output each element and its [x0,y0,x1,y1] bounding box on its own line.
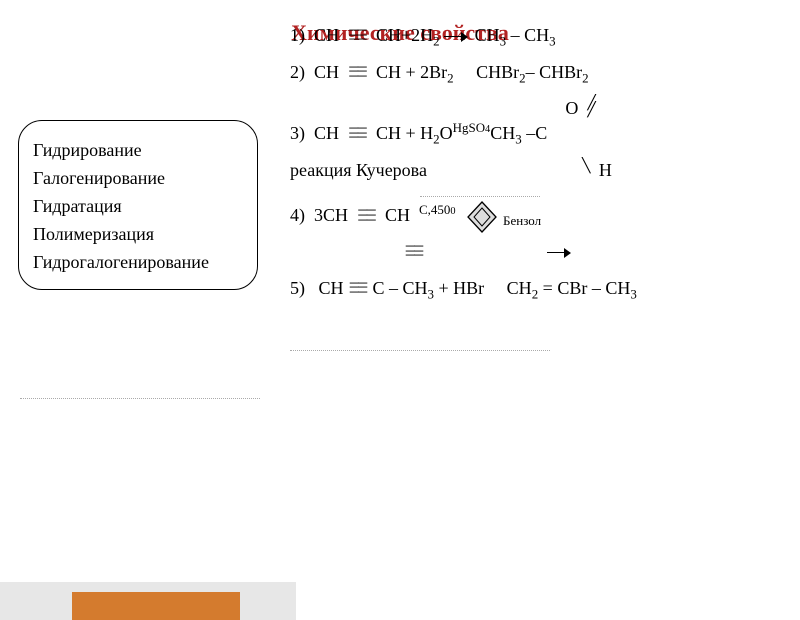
reaction-type-item: Галогенирование [33,165,243,193]
equations-block: 1) CH CH+2H2 CH3 – CH3 2) CH CH + 2Br2 C… [290,20,637,310]
subscript: 2 [447,70,453,85]
eq-text: CH + 2Br [376,62,447,82]
arrow-icon [547,247,573,259]
eq-number: 3) [290,123,305,143]
subscript: 2 [433,34,439,49]
eq-number: 4) [290,205,305,225]
eq-text: CH+2H [376,25,433,45]
dotted-rule [420,196,540,197]
eq-text: CH + H [376,123,433,143]
benzene-label: Бензол [503,213,541,228]
eq-text: C,450 [419,202,450,217]
eq-text: – CHBr [526,62,583,82]
equation-4: 4) 3CH CH C,4500 Бензол [290,199,637,234]
triple-bond-icon [344,28,372,42]
eq-text: O [440,123,453,143]
eq-text: CH [314,62,339,82]
reaction-type-item: Полимеризация [33,221,243,249]
subscript: 2 [582,70,588,85]
conditions: C,4500 [419,202,456,217]
eq-number: 1) [290,25,305,45]
kucherov-label: реакция Кучерова [290,160,427,180]
eq-text: O [565,98,578,118]
triple-bond-icon [400,244,428,258]
subscript: 3 [630,286,636,301]
reaction-type-item: Гидратация [33,193,243,221]
eq-text: C – CH [373,278,428,298]
eq-text: CH [490,123,515,143]
equation-5: 5) CH C – CH3 + HBr CH2 = CBr – CH3 [290,273,637,306]
eq-text: CH [475,25,500,45]
eq-text: – CH [506,25,549,45]
eq-text: CH [385,205,410,225]
eq-number: 5) [290,278,305,298]
eq-text: HgSO [453,120,485,135]
reaction-types-box: Гидрирование Галогенирование Гидратация … [18,120,258,290]
equation-1: 1) CH CH+2H2 CH3 – CH3 [290,20,637,53]
benzene-icon [465,200,499,234]
triple-bond-icon [353,208,381,222]
eq-text: = CBr – CH [538,278,630,298]
triple-bond-icon [344,65,372,79]
equation-3: 3) CH CH + H2OHgSO4CH3 –C [290,117,637,151]
eq-text: CH [314,25,339,45]
eq-text: H [599,160,612,180]
eq3-oxygen-row: 3) CH ≡ CH + H2OHgSO4CH3 O ╱╱ [290,93,637,113]
superscript: 0 [450,206,455,217]
triple-bond-icon [348,281,368,295]
eq-text: + HBr [434,278,484,298]
eq-number: 2) [290,62,305,82]
eq-text: CH [507,278,532,298]
subscript: 3 [549,34,555,49]
eq4-arrow-row [400,236,637,267]
eq-text: –C [522,123,548,143]
catalyst: HgSO4 [453,120,491,135]
double-bond-slash-icon: ╱╱ [587,100,593,114]
reaction-type-item: Гидрогалогенирование [33,249,243,277]
dotted-rule [290,350,550,351]
footer-bars [0,578,800,620]
arrow-icon [444,31,470,43]
equation-2: 2) CH CH + 2Br2 CHBr2– CHBr2 [290,57,637,90]
single-bond-slash-icon: ╲ [582,163,588,170]
triple-bond-icon [344,126,372,140]
eq-text: 3CH [314,205,348,225]
eq-text: CHBr [476,62,519,82]
oxygen-label: O ╱╱ [565,98,593,118]
eq-text: CH [319,278,344,298]
reaction-type-item: Гидрирование [33,137,243,165]
eq-text: CH [314,123,339,143]
dotted-rule [20,398,260,399]
kucherov-row: реакция Кучерова ╲ H [290,155,637,186]
footer-bar-accent [72,592,240,620]
